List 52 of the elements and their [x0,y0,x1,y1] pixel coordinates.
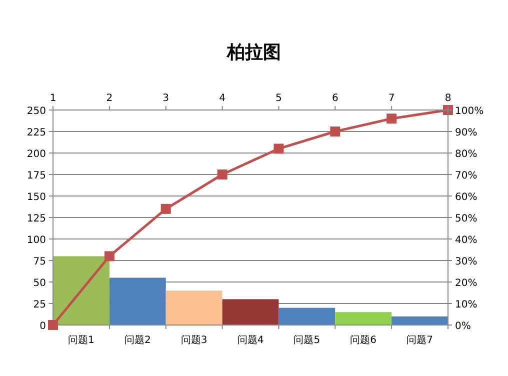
y-tick-label: 200 [26,149,46,160]
bar [278,308,336,325]
x-tick-label: 5 [276,93,282,104]
point [48,320,58,330]
y-tick-label: 40% [455,235,478,246]
y-tick-label: 100 [26,235,46,246]
x-tick-label: 问题6 [350,334,377,346]
bar [335,312,392,325]
bar [392,316,448,325]
point [104,251,114,262]
x-tick-label: 问题2 [124,334,151,346]
y-tick-label: 30% [455,256,478,268]
y-tick-label: 125 [26,214,46,224]
point [160,204,171,214]
y-tick-label: 175 [26,170,46,182]
x-tick-label: 问题4 [237,334,264,346]
bar [53,256,110,325]
y-tick-label: 70% [455,170,478,182]
point [386,114,397,124]
y-tick-label: 75 [33,256,46,268]
y-tick-label: 50 [33,278,46,289]
x-tick-label: 3 [162,93,170,104]
x-tick-label: 问题7 [406,334,433,346]
x-tick-label: 7 [388,93,395,104]
y-tick-label: 0% [455,321,471,332]
x-tick-label: 问题1 [68,334,94,346]
chart-title: 柏拉图 [226,42,281,63]
x-tick-label: 2 [106,93,113,104]
y-tick-label: 225 [26,128,46,138]
point [274,144,284,154]
y-tick-label: 150 [26,192,46,203]
y-tick-label: 20% [455,278,478,289]
y-tick-label: 80% [455,149,478,160]
y-tick-label: 50% [455,214,478,224]
x-tick-label: 4 [219,93,226,104]
y-tick-label: 0 [40,321,46,332]
bar [109,278,166,325]
x-tick-label: 1 [50,93,56,104]
x-tick-label: 6 [332,93,338,104]
y-tick-label: 100% [455,106,484,117]
point [217,170,228,180]
y-tick-label: 250 [26,106,46,117]
x-tick-label: 问题3 [180,334,208,346]
point [330,126,340,136]
y-tick-label: 60% [455,192,478,203]
x-tick-label: 8 [444,93,452,104]
y-tick-label: 90% [455,128,478,138]
bar [222,299,279,325]
x-tick-label: 问题5 [294,334,320,346]
bar [166,290,222,325]
y-tick-label: 10% [455,300,478,310]
y-tick-label: 25 [33,300,46,310]
